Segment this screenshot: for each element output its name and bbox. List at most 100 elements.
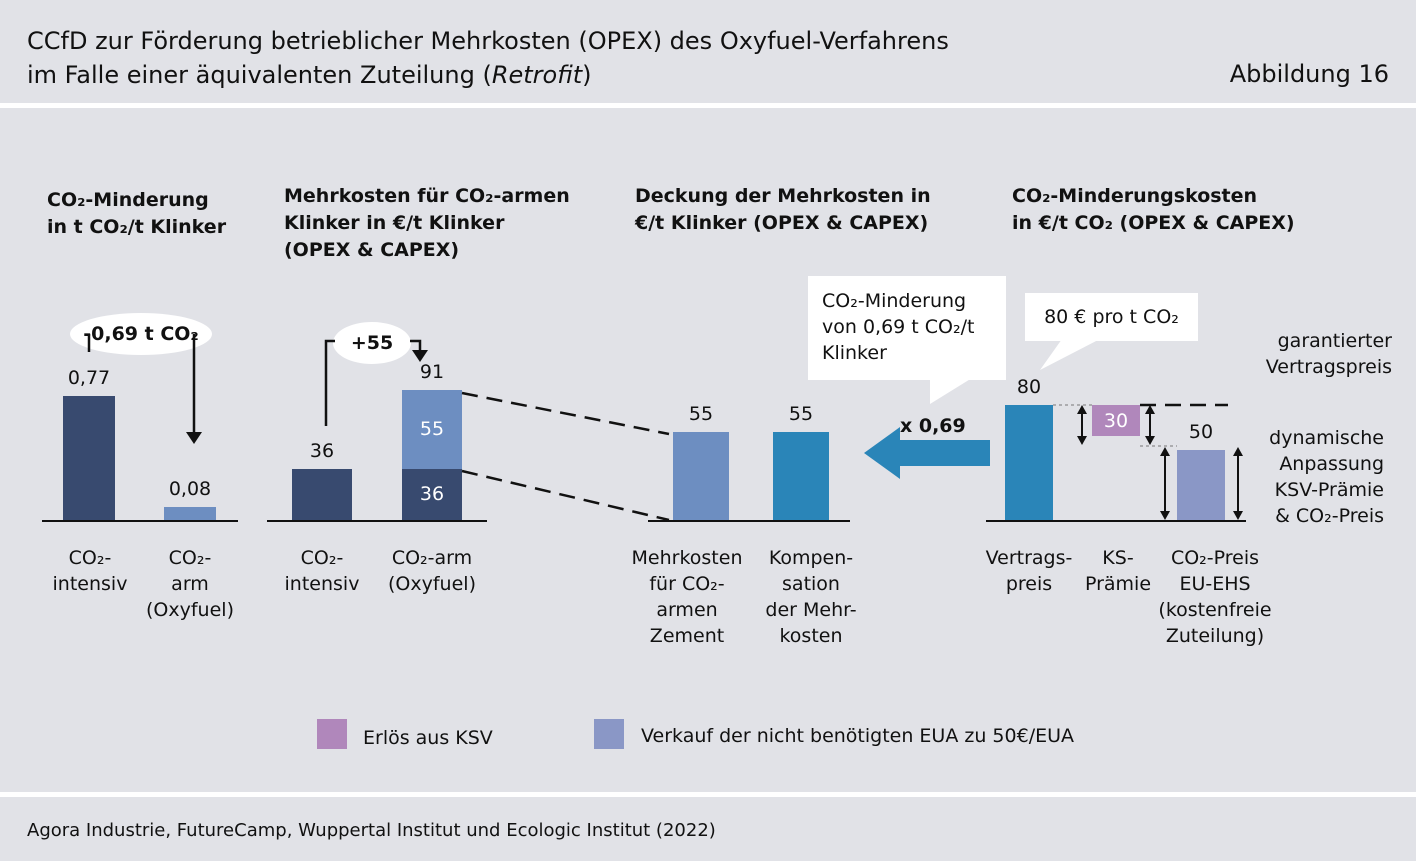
multiplier-label: x 0,69 [900, 415, 966, 437]
panel3-cat1-line3: armen [656, 599, 718, 621]
panel4-cat-label-2: KS- Prämie [1068, 545, 1168, 597]
value-label-kompensation-55: 55 [788, 403, 814, 425]
panel3-cat2-line3: der Mehr- [765, 599, 857, 621]
panel4-cat3-line4: Zuteilung) [1165, 625, 1265, 647]
legend-label-ksv: Erlös aus KSV [363, 727, 493, 749]
bar-vertragspreis [1005, 405, 1053, 520]
ks-double-arrow-left-top [1077, 405, 1087, 414]
panel2-heading-line3: (OPEX & CAPEX) [284, 239, 460, 261]
guaranteed-price-note-line1: garantierter [1277, 330, 1392, 352]
panel2-cat1-line2: intensiv [284, 573, 360, 595]
connector-top-dashed [461, 391, 670, 436]
bar-ks-praemie [1092, 405, 1140, 437]
header-divider [0, 103, 1416, 108]
legend-label-eua: Verkauf der nicht benötigten EUA zu 50€/… [641, 725, 1075, 747]
co2-double-arrow-left-top [1160, 447, 1170, 456]
footer-divider [0, 792, 1416, 797]
panel4-cat-label-1: Vertrags- preis [965, 545, 1093, 597]
panel1-cat1-line1: CO₂- [68, 547, 112, 569]
panel1-heading: CO₂-Minderung in t CO₂/t Klinker [47, 187, 226, 241]
panel3-cat-label-1: Mehrkosten für CO₂- armen Zement [613, 545, 761, 649]
panel2-heading: Mehrkosten für CO₂-armen Klinker in €/t … [284, 183, 570, 264]
panel4-cat3-line1: CO₂-Preis [1170, 547, 1260, 569]
dynamic-adjustment-note-line2: Anpassung [1279, 453, 1384, 475]
bar-co2-arm-cost-base [402, 468, 462, 520]
legend-swatch-ksv [317, 719, 347, 749]
figure-title: CCfD zur Förderung betrieblicher Mehrkos… [27, 24, 949, 92]
panel2-annotation-bubble [333, 322, 411, 364]
panel4-cat2-line2: Prämie [1084, 573, 1152, 595]
header: CCfD zur Förderung betrieblicher Mehrkos… [0, 0, 1416, 103]
panel4-cat3-line2: EU-EHS [1179, 573, 1251, 595]
panel2-cat-label-2: CO₂-arm (Oxyfuel) [362, 545, 502, 597]
panel2-bracket-left [324, 339, 335, 426]
panel4-cat1-line2: preis [1005, 573, 1053, 595]
panel4-heading-line1: CO₂-Minderungskosten [1012, 185, 1258, 207]
price-callout-tail [1040, 339, 1100, 370]
title-line-2-pre: im Falle einer äquivalenten Zuteilung ( [27, 61, 492, 89]
panel3-heading-line1: Deckung der Mehrkosten in [635, 185, 931, 207]
multiplier-arrow [864, 427, 990, 479]
co2-double-arrow-right-top [1233, 447, 1243, 456]
reduction-callout [808, 276, 1006, 380]
value-label-30: 30 [1103, 409, 1129, 432]
guaranteed-price-note-line2: Vertragspreis [1265, 356, 1392, 378]
panel4-cat-label-3: CO₂-Preis EU-EHS (kostenfreie Zuteilung) [1140, 545, 1290, 649]
panel1-cat2-line2: arm [171, 573, 209, 595]
panel3-cat2-line2: sation [782, 573, 840, 595]
panel2-bracket-right [410, 339, 422, 352]
panel2-cat-label-1: CO₂- intensiv [252, 545, 392, 597]
connector-bottom-dashed [461, 469, 670, 522]
dynamic-adjustment-note-line1: dynamische [1269, 427, 1384, 449]
panel3-baseline [648, 520, 850, 522]
price-callout [1025, 293, 1198, 341]
panel3-cat1-line1: Mehrkosten [631, 547, 743, 569]
panel4-cat1-line1: Vertrags- [985, 547, 1073, 569]
title-line-2-italic: Retrofit [491, 61, 583, 89]
co2-double-arrow-right-bottom [1233, 511, 1243, 520]
reduction-callout-line1: CO₂-Minderung [822, 290, 967, 312]
dynamic-adjustment-note-line4: & CO₂-Preis [1275, 505, 1384, 527]
bar-kompensation [773, 432, 829, 520]
panel1-cat2-line3: (Oxyfuel) [146, 599, 234, 621]
panel4-heading-line2: in €/t CO₂ (OPEX & CAPEX) [1012, 212, 1295, 234]
value-label-91: 91 [419, 361, 445, 383]
panel2-cat2-line1: CO₂-arm [391, 547, 473, 569]
panel1-cat2-line1: CO₂- [168, 547, 212, 569]
panel2-cat2-line2: (Oxyfuel) [388, 573, 476, 595]
legend-swatch-eua [594, 719, 624, 749]
dynamic-adjustment-note: dynamische Anpassung KSV-Prämie & CO₂-Pr… [1258, 425, 1384, 529]
panel2-annotation: +55 [350, 332, 394, 354]
reduction-callout-line2: von 0,69 t CO₂/t [822, 316, 975, 338]
bar-co2-intensiv-reduction [63, 396, 115, 520]
source-note: Agora Industrie, FutureCamp, Wuppertal I… [27, 820, 716, 841]
panel3-heading-line2: €/t Klinker (OPEX & CAPEX) [635, 212, 929, 234]
panel1-annotation-bubble [70, 313, 212, 355]
reduction-callout-line3: Klinker [822, 342, 887, 364]
price-callout-text: 80 € pro t CO₂ [1044, 306, 1179, 328]
value-label-50: 50 [1188, 421, 1214, 444]
panel3-cat1-line2: für CO₂- [649, 573, 725, 595]
title-line-1: CCfD zur Förderung betrieblicher Mehrkos… [27, 27, 949, 55]
panel2-arrow-head [412, 350, 428, 362]
panel3-heading: Deckung der Mehrkosten in €/t Klinker (O… [635, 183, 931, 237]
panel4-heading: CO₂-Minderungskosten in €/t CO₂ (OPEX & … [1012, 183, 1295, 237]
value-label-36: 36 [309, 439, 335, 462]
panel3-cat1-line4: Zement [649, 625, 725, 647]
value-label-mehrkosten-55: 55 [688, 403, 714, 425]
panel1-cat-label-2: CO₂- arm (Oxyfuel) [120, 545, 260, 623]
ks-double-arrow-left-bottom [1077, 436, 1087, 445]
ks-double-arrow-right-top [1145, 405, 1155, 414]
panel1-baseline [42, 520, 238, 522]
panel4-cat3-line3: (kostenfreie [1158, 599, 1272, 621]
panel2-cat1-line1: CO₂- [300, 547, 344, 569]
title-line-2-post: ) [582, 61, 592, 89]
value-label-80: 80 [1016, 376, 1042, 398]
bar-co2-arm-reduction [164, 507, 216, 520]
panel1-heading-line2: in t CO₂/t Klinker [47, 216, 227, 238]
co2-double-arrow-left-bottom [1160, 511, 1170, 520]
bar-co2-preis [1177, 450, 1225, 520]
reduction-callout-tail [930, 378, 972, 404]
panel1-heading-line1: CO₂-Minderung [47, 189, 209, 211]
